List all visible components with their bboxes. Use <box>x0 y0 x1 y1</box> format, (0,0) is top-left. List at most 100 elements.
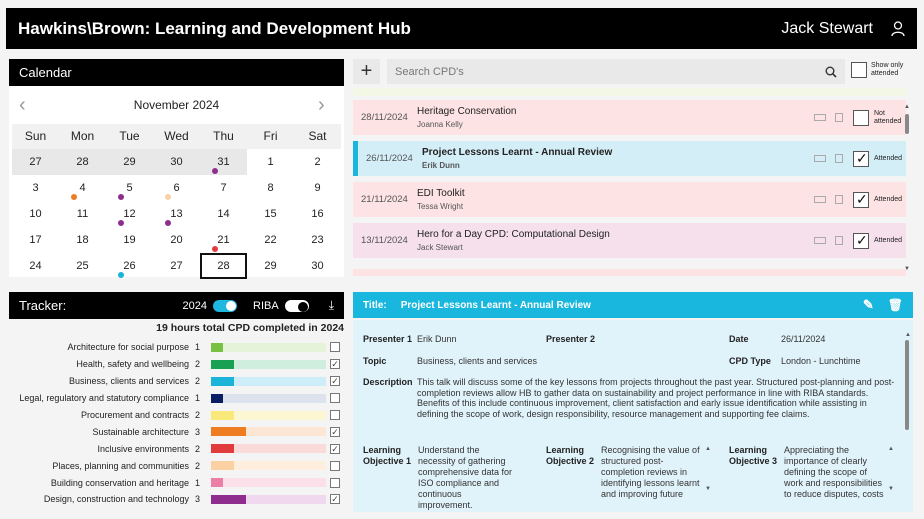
tracker-row-checkbox[interactable] <box>330 342 340 353</box>
detail-header: Title: Project Lessons Learnt - Annual R… <box>353 292 913 318</box>
calendar-day[interactable]: 24 <box>29 260 42 272</box>
calendar-day[interactable]: 3 <box>32 182 39 194</box>
search-bar[interactable]: Search CPD's <box>387 59 845 84</box>
tracker-row: Sustainable architecture 3 ✓ <box>9 423 346 440</box>
calendar-day[interactable]: 26 <box>106 253 153 279</box>
search-icon[interactable] <box>825 66 837 78</box>
calendar-day[interactable]: 9 <box>314 182 321 194</box>
add-cpd-button[interactable]: + <box>353 59 380 84</box>
calendar-day[interactable]: 22 <box>264 234 277 246</box>
calendar-day[interactable]: 20 <box>170 234 183 246</box>
calendar-day[interactable]: 17 <box>29 234 42 246</box>
cpd-list-item[interactable]: 26/11/2024 Project Lessons Learnt - Annua… <box>353 141 906 176</box>
tracker-row: Places, planning and communities 2 <box>9 457 346 474</box>
calendar-day[interactable]: 11 <box>76 208 89 220</box>
show-only-attended[interactable]: Show only attended <box>851 62 909 78</box>
calendar-day[interactable]: 30 <box>153 149 200 175</box>
calendar-header: Calendar <box>9 59 344 86</box>
prev-month-icon[interactable]: ‹ <box>19 93 26 116</box>
video-icon[interactable] <box>814 155 826 162</box>
calendar-day[interactable]: 14 <box>217 208 230 220</box>
weekday-header: Sat <box>294 124 341 149</box>
next-month-icon[interactable]: › <box>317 93 325 116</box>
calendar-day[interactable]: 8 <box>267 182 274 194</box>
tracker-row-checkbox[interactable]: ✓ <box>330 376 340 387</box>
tracker-row-checkbox[interactable]: ✓ <box>330 443 340 454</box>
attended-checkbox[interactable] <box>853 109 869 126</box>
tracker-row-checkbox[interactable]: ✓ <box>330 426 340 437</box>
detail-title: Project Lessons Learnt - Annual Review <box>400 299 591 311</box>
tracker-row-bar <box>211 494 326 504</box>
tracker-row-bar-fill <box>211 427 246 437</box>
calendar-day[interactable]: 15 <box>264 208 277 220</box>
calendar-day[interactable]: 27 <box>170 260 183 272</box>
cpd-list-item[interactable]: 13/11/2024 Hero for a Day CPD: Computatio… <box>353 223 906 258</box>
tracker-row-checkbox[interactable]: ✓ <box>330 359 340 370</box>
document-icon[interactable] <box>835 113 843 122</box>
calendar-day[interactable]: 2 <box>314 156 321 168</box>
video-icon[interactable] <box>814 196 826 203</box>
calendar-day[interactable]: 16 <box>311 208 324 220</box>
show-only-checkbox[interactable] <box>851 62 867 78</box>
attended-checkbox[interactable] <box>853 232 869 249</box>
calendar-day[interactable]: 29 <box>106 149 153 175</box>
cpd-presenter: Joanna Kelly <box>417 120 463 129</box>
tracker-row-checkbox[interactable] <box>330 477 340 488</box>
download-icon[interactable]: ⤓ <box>328 298 334 312</box>
calendar-day[interactable]: 21 <box>200 227 247 253</box>
year-toggle[interactable] <box>213 299 237 312</box>
calendar-day[interactable]: 18 <box>76 234 89 246</box>
calendar-day[interactable]: 29 <box>264 260 277 272</box>
cpd-list-item[interactable]: 28/11/2024 Heritage Conservation Joanna Ke… <box>353 100 906 135</box>
calendar-day[interactable]: 19 <box>123 234 136 246</box>
weekday-header: Wed <box>153 124 200 149</box>
riba-toggle[interactable] <box>284 299 309 312</box>
tracker-row-checkbox[interactable] <box>330 393 340 404</box>
date-label: Date <box>729 334 749 344</box>
lo2-scrollbar[interactable]: ▲ ▼ <box>705 446 711 492</box>
calendar-day[interactable]: 10 <box>29 208 42 220</box>
attended-checkbox[interactable] <box>853 150 869 167</box>
calendar-day[interactable]: 28 <box>200 253 247 279</box>
calendar-day[interactable]: 5 <box>106 175 153 201</box>
search-input[interactable]: Search CPD's <box>395 65 464 78</box>
lo3-scrollbar[interactable]: ▲ ▼ <box>888 446 894 492</box>
tracker-title: Tracker: <box>19 298 67 313</box>
list-scrollbar[interactable]: ▲ ▼ <box>904 104 910 272</box>
calendar-day[interactable]: 30 <box>311 260 324 272</box>
tracker-row-bar-fill <box>211 461 234 471</box>
calendar-day[interactable]: 12 <box>106 201 153 227</box>
calendar-day[interactable]: 13 <box>153 201 200 227</box>
calendar-day[interactable]: 1 <box>267 156 274 168</box>
calendar-day[interactable]: 25 <box>76 260 89 272</box>
edit-icon[interactable]: ✎ <box>862 297 874 312</box>
tracker-row-label: Architecture for social purpose <box>67 342 189 353</box>
tracker-row-checkbox[interactable] <box>330 460 340 471</box>
calendar-day[interactable]: 6 <box>153 175 200 201</box>
calendar-day[interactable]: 27 <box>12 149 59 175</box>
video-icon[interactable] <box>814 237 826 244</box>
calendar-day[interactable]: 28 <box>59 149 106 175</box>
calendar: ‹ November 2024 › Sun Mon Tue Wed Thu Fri Sat 2… <box>9 86 344 279</box>
calendar-day[interactable]: 4 <box>59 175 106 201</box>
user-icon[interactable] <box>891 20 905 37</box>
tracker-row-checkbox[interactable] <box>330 410 340 420</box>
tracker-row-checkbox[interactable]: ✓ <box>330 494 340 505</box>
app-title: Hawkins\Brown: Learning and Development … <box>18 18 411 38</box>
attended-checkbox[interactable] <box>853 191 869 208</box>
document-icon[interactable] <box>835 195 843 204</box>
user-name[interactable]: Jack Stewart <box>781 19 873 37</box>
document-icon[interactable] <box>835 236 843 245</box>
document-icon[interactable] <box>835 154 843 163</box>
delete-icon[interactable]: 🗑 <box>887 298 903 312</box>
calendar-day[interactable]: 31 <box>200 149 247 175</box>
calendar-day[interactable]: 23 <box>311 234 324 246</box>
video-icon[interactable] <box>814 114 826 121</box>
tracker-row-bar <box>211 444 326 454</box>
tracker-row-bar <box>211 410 326 420</box>
tracker-row-hours: 2 <box>195 410 201 420</box>
detail-scrollbar[interactable]: ▲ <box>905 332 911 507</box>
tracker-panel: 19 hours total CPD completed in 2024 Arc… <box>9 320 346 515</box>
calendar-day[interactable]: 7 <box>220 182 227 194</box>
cpd-list-item[interactable]: 21/11/2024 EDI Toolkit Tessa Wright Attende… <box>353 182 906 217</box>
